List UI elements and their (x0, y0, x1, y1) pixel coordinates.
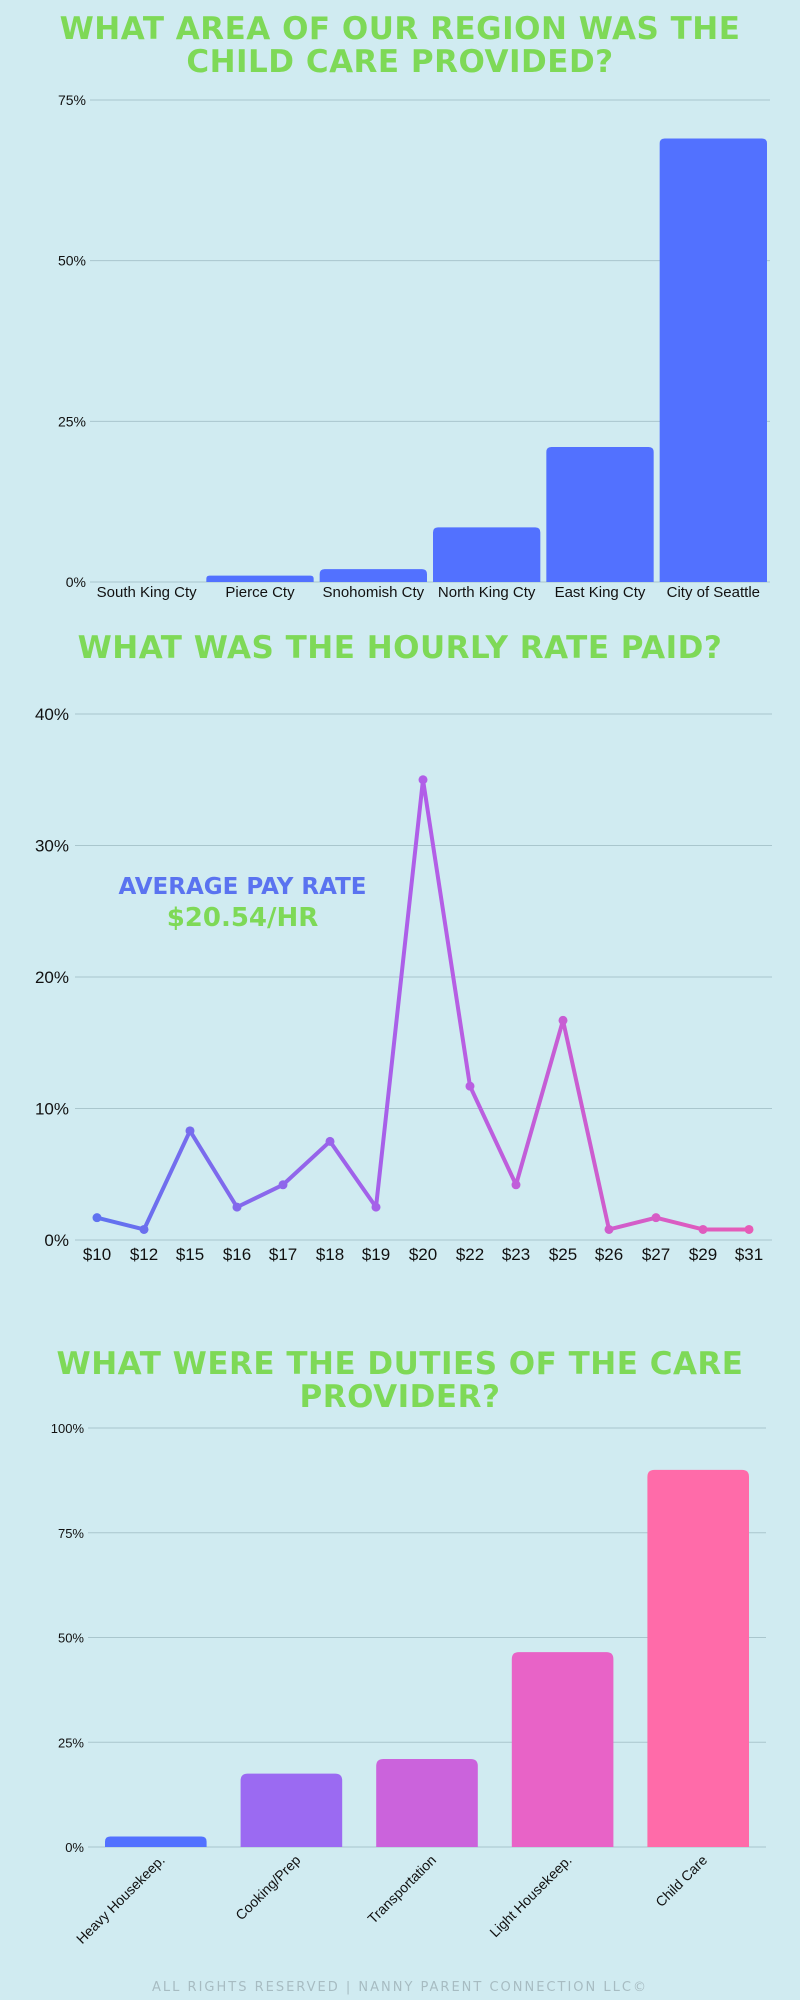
bar (319, 569, 427, 582)
bar (376, 1759, 478, 1847)
x-tick-label: Child Care (652, 1852, 710, 1910)
x-tick-label: $27 (642, 1245, 670, 1264)
y-tick-label: 100% (51, 1421, 85, 1436)
duties-bar-chart: 0% 25% 50% 75% 100% Heavy Housekeep. Cooking/P… (51, 1421, 766, 1947)
average-pay-rate-label: AVERAGE PAY RATE (118, 874, 367, 900)
data-point (278, 1180, 288, 1190)
data-point (651, 1213, 661, 1223)
x-tick-label: $22 (456, 1245, 484, 1264)
x-tick-label: $23 (502, 1245, 530, 1264)
data-point (185, 1126, 195, 1136)
x-tick-label: Pierce Cty (225, 584, 295, 600)
bar (511, 1652, 614, 1847)
data-point (698, 1224, 708, 1234)
rate-chart-title: WHAT WAS THE HOURLY RATE PAID? (77, 630, 723, 666)
x-tick-label: $18 (316, 1245, 344, 1264)
region-bar-chart: 0% 25% 50% 75% South King Cty Pierce Cty Snoho… (58, 92, 770, 600)
region-chart-title: WHAT AREA OF OUR REGION WAS THE CHILD CA… (59, 11, 741, 80)
x-tick-label: $25 (549, 1245, 577, 1264)
y-tick-label: 25% (58, 413, 86, 429)
data-point (558, 1015, 568, 1025)
rate-series-line (95, 777, 751, 1232)
x-tick-label: East King Cty (555, 584, 646, 600)
average-pay-rate-value: $20.54/HR (166, 903, 319, 933)
x-tick-label: South King Cty (97, 584, 198, 600)
bar (659, 138, 767, 582)
y-tick-label: 50% (58, 253, 86, 269)
x-tick-label: $12 (130, 1245, 158, 1264)
x-tick-label: $17 (269, 1245, 297, 1264)
y-tick-label: 0% (65, 1840, 84, 1855)
data-point (92, 1213, 102, 1223)
bar (433, 527, 541, 582)
hourly-rate-line-chart: 0% 10% 20% 30% 40% $10 $12 $15 $16 $17 $18 $19 $20 $2… (35, 705, 772, 1264)
y-tick-label: 30% (35, 837, 69, 856)
data-point (744, 1224, 754, 1234)
x-tick-label: Transportation (364, 1852, 439, 1927)
bar (105, 1836, 207, 1847)
footer-copyright: ALL RIGHTS RESERVED | NANNY PARENT CONNE… (152, 1980, 648, 1995)
x-tick-label: $31 (735, 1245, 763, 1264)
y-tick-label: 75% (58, 1526, 84, 1541)
x-tick-label: $19 (362, 1245, 390, 1264)
data-point (325, 1136, 335, 1146)
bar (546, 447, 654, 582)
x-tick-label: $16 (223, 1245, 251, 1264)
data-point (604, 1224, 614, 1234)
y-tick-label: 50% (58, 1631, 84, 1646)
x-tick-label: Heavy Housekeep. (73, 1852, 168, 1947)
x-tick-label: $15 (176, 1245, 204, 1264)
y-tick-label: 10% (35, 1100, 69, 1119)
x-tick-label: Light Housekeep. (486, 1852, 574, 1940)
x-tick-label: $26 (595, 1245, 623, 1264)
x-tick-label: $29 (689, 1245, 717, 1264)
x-tick-label: Snohomish Cty (322, 584, 424, 600)
bar (206, 575, 314, 582)
data-point (232, 1202, 242, 1212)
y-tick-label: 25% (58, 1735, 84, 1750)
data-point (139, 1224, 149, 1234)
y-tick-label: 40% (35, 705, 69, 724)
bar (240, 1773, 343, 1847)
y-tick-label: 0% (44, 1231, 69, 1250)
x-tick-label: City of Seattle (667, 584, 760, 600)
y-tick-label: 20% (35, 968, 69, 987)
y-tick-label: 75% (58, 92, 86, 108)
data-point (465, 1081, 475, 1091)
y-tick-label: 0% (66, 574, 86, 590)
duties-chart-title: WHAT WERE THE DUTIES OF THE CARE PROVIDE… (56, 1346, 744, 1415)
x-tick-label: North King Cty (438, 584, 536, 600)
x-tick-label: $10 (83, 1245, 111, 1264)
bar (647, 1469, 749, 1847)
x-tick-label: Cooking/Prep (232, 1852, 303, 1923)
data-point (511, 1180, 521, 1190)
x-tick-label: $20 (409, 1245, 437, 1264)
data-point (418, 775, 428, 785)
data-point (371, 1202, 381, 1212)
